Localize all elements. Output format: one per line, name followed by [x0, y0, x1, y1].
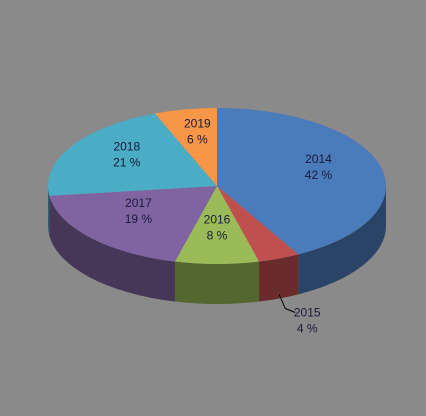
- slice-side: [259, 254, 299, 302]
- slice-side: [298, 186, 386, 295]
- slice: [174, 186, 260, 265]
- slice-side: [49, 195, 175, 302]
- value-label: 6 %: [187, 133, 208, 147]
- slice: [48, 113, 218, 196]
- slice: [154, 108, 217, 186]
- slice: [49, 186, 218, 262]
- category-label: 2016: [204, 213, 231, 227]
- slice: [217, 108, 386, 255]
- value-label: 42 %: [305, 168, 333, 182]
- value-label: 4 %: [297, 322, 318, 336]
- category-label: 2014: [305, 152, 332, 166]
- category-label: 2018: [113, 140, 140, 154]
- pie-tops: [48, 108, 386, 265]
- slice: [217, 186, 299, 262]
- labels: 2014 42 % 2015 4 % 2016 8 % 2017 19 % 2018 21 % 20…: [113, 117, 332, 336]
- category-label: 2017: [125, 196, 152, 210]
- value-label: 8 %: [207, 229, 228, 243]
- pie-sides: [48, 186, 386, 305]
- value-label: 19 %: [125, 212, 153, 226]
- category-label: 2015: [294, 306, 321, 320]
- value-label: 21 %: [113, 156, 141, 170]
- slice-side: [48, 186, 50, 236]
- category-label: 2019: [184, 117, 211, 131]
- leader-line: [278, 294, 296, 313]
- slice-side: [174, 261, 260, 305]
